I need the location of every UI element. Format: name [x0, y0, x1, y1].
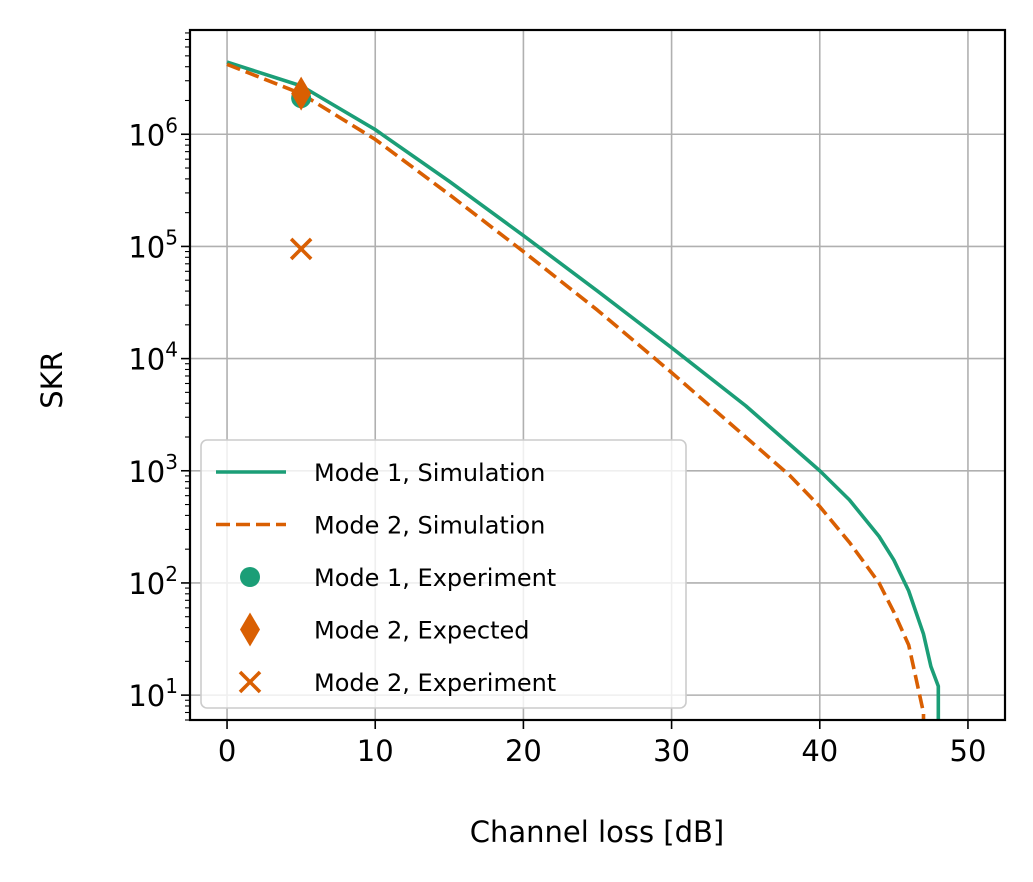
x-tick-label: 50	[950, 734, 987, 768]
x-tick-label: 30	[653, 734, 690, 768]
y-tick-label: 103	[128, 450, 178, 489]
y-tick-label: 105	[128, 225, 178, 264]
mode-2-expected-marker	[291, 76, 312, 111]
legend-swatch-mode-1-experiment	[240, 567, 260, 587]
legend: Mode 1, Simulation Mode 2, Simulation Mode…	[200, 439, 687, 709]
plot-frame	[188, 28, 1007, 722]
legend-label-mode-2-experiment: Mode 2, Experiment	[314, 669, 556, 697]
y-axis-title: SKR	[35, 351, 69, 409]
series-layer	[226, 60, 941, 721]
y-tick-label: 106	[128, 113, 178, 152]
ticks: 0 10 20 30 40 50 101 102 103 104 105 106	[128, 32, 987, 768]
y-tick-label: 104	[128, 338, 178, 377]
x-tick-label: 40	[801, 734, 838, 768]
legend-label-mode-1-experiment: Mode 1, Experiment	[314, 564, 556, 592]
legend-label-mode-2-simulation: Mode 2, Simulation	[314, 512, 545, 540]
y-tick-label: 101	[128, 674, 178, 713]
x-axis-title: Channel loss [dB]	[470, 815, 724, 849]
y-tick-label: 102	[128, 562, 178, 601]
mode-1-simulation-line	[226, 60, 941, 721]
legend-label-mode-2-expected: Mode 2, Expected	[314, 617, 530, 645]
legend-swatch-mode-2-experiment	[238, 670, 262, 694]
legend-label-mode-1-simulation: Mode 1, Simulation	[314, 459, 545, 487]
mode-2-experiment-marker	[289, 237, 313, 261]
x-tick-label: 10	[357, 734, 394, 768]
x-tick-label: 20	[505, 734, 542, 768]
legend-swatch-mode-2-experiment-stroke-b	[238, 670, 262, 694]
legend-swatch-mode-2-expected	[240, 612, 260, 647]
mode-2-experiment-marker-stroke-b	[289, 237, 313, 261]
axes	[188, 28, 1007, 722]
mode-2-simulation-line	[226, 62, 926, 721]
legend-box	[200, 439, 687, 709]
x-tick-label: 0	[218, 734, 236, 768]
